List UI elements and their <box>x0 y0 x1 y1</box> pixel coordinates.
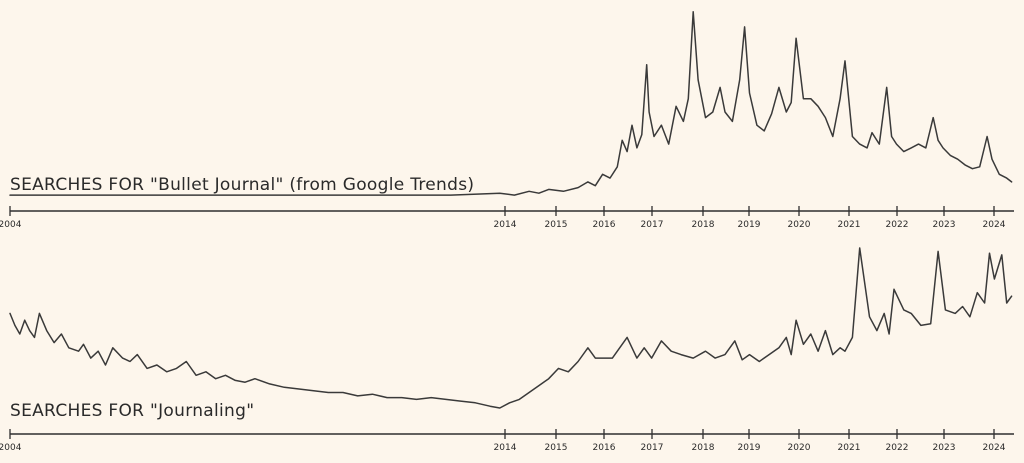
x-tick-label: 2019 <box>738 443 761 453</box>
x-tick-label: 2020 <box>788 220 811 230</box>
x-tick-label: 2014 <box>494 443 517 453</box>
chart-panel-1: 2004 2014 2015 2016 2017 2018 2019 2020 2021 2022… <box>0 11 1014 230</box>
x-tick-label: 2017 <box>641 220 664 230</box>
x-tick-label: 2017 <box>641 443 664 453</box>
x-tick-label: 2015 <box>545 220 568 230</box>
x-tick-label: 2021 <box>838 443 861 453</box>
series-line-1 <box>9 247 1013 409</box>
chart-title: SEARCHES FOR "Journaling" <box>10 401 254 421</box>
x-tick-label: 2024 <box>983 443 1006 453</box>
x-tick-label: 2019 <box>738 220 761 230</box>
x-tick-label: 2020 <box>788 443 811 453</box>
chart-title: SEARCHES FOR "Bullet Journal" (from Goog… <box>10 175 474 195</box>
x-tick-label: 2024 <box>983 220 1006 230</box>
x-tick-label: 2018 <box>692 443 715 453</box>
x-tick-label: 2018 <box>692 220 715 230</box>
x-tick-label: 2004 <box>0 443 22 453</box>
x-tick-label: 2016 <box>593 443 616 453</box>
x-tick-label: 2023 <box>933 443 956 453</box>
chart-panel-2: 2004 2014 2015 2016 2017 2018 2019 2020 2021 2022… <box>0 247 1014 453</box>
x-tick-label: 2015 <box>545 443 568 453</box>
x-tick-label: 2004 <box>0 220 22 230</box>
x-tick-label: 2022 <box>886 220 909 230</box>
x-tick-label: 2023 <box>933 220 956 230</box>
series-line-1 <box>9 11 1013 196</box>
x-tick-label: 2014 <box>494 220 517 230</box>
x-tick-label: 2022 <box>886 443 909 453</box>
x-tick-label: 2016 <box>593 220 616 230</box>
x-tick-label: 2021 <box>838 220 861 230</box>
